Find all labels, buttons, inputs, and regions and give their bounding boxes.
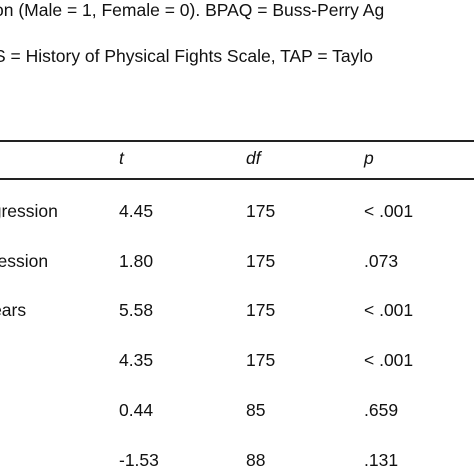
df-value: 175 [246,300,276,320]
header-df: df [246,148,261,168]
t-value: 1.80 [119,251,154,271]
df-value: 88 [246,450,266,470]
df-value: 85 [246,400,266,420]
t-value: 4.35 [119,350,154,370]
t-value: 0.44 [119,400,154,420]
t-value: 4.45 [119,201,154,221]
header-p: p [364,148,374,168]
table-header-rule [0,178,474,180]
header-t: t [119,148,124,168]
row-label: Years [0,300,27,320]
df-value: 175 [246,251,276,271]
df-value: 175 [246,201,276,221]
table-note-line-1: on (Male = 1, Female = 0). BPAQ = Buss-P… [0,0,385,20]
p-value: .131 [364,450,399,470]
p-value: < .001 [364,300,414,320]
p-value: < .001 [364,350,414,370]
p-value: < .001 [364,201,414,221]
t-value: -1.53 [119,450,159,470]
p-value: .659 [364,400,399,420]
row-label: gression [0,251,49,271]
table-top-rule [0,140,474,142]
p-value: .073 [364,251,399,271]
df-value: 175 [246,350,276,370]
row-label: ggression [0,201,58,221]
t-value: 5.58 [119,300,154,320]
table-note-line-2: S = History of Physical Fights Scale, TA… [0,46,374,66]
